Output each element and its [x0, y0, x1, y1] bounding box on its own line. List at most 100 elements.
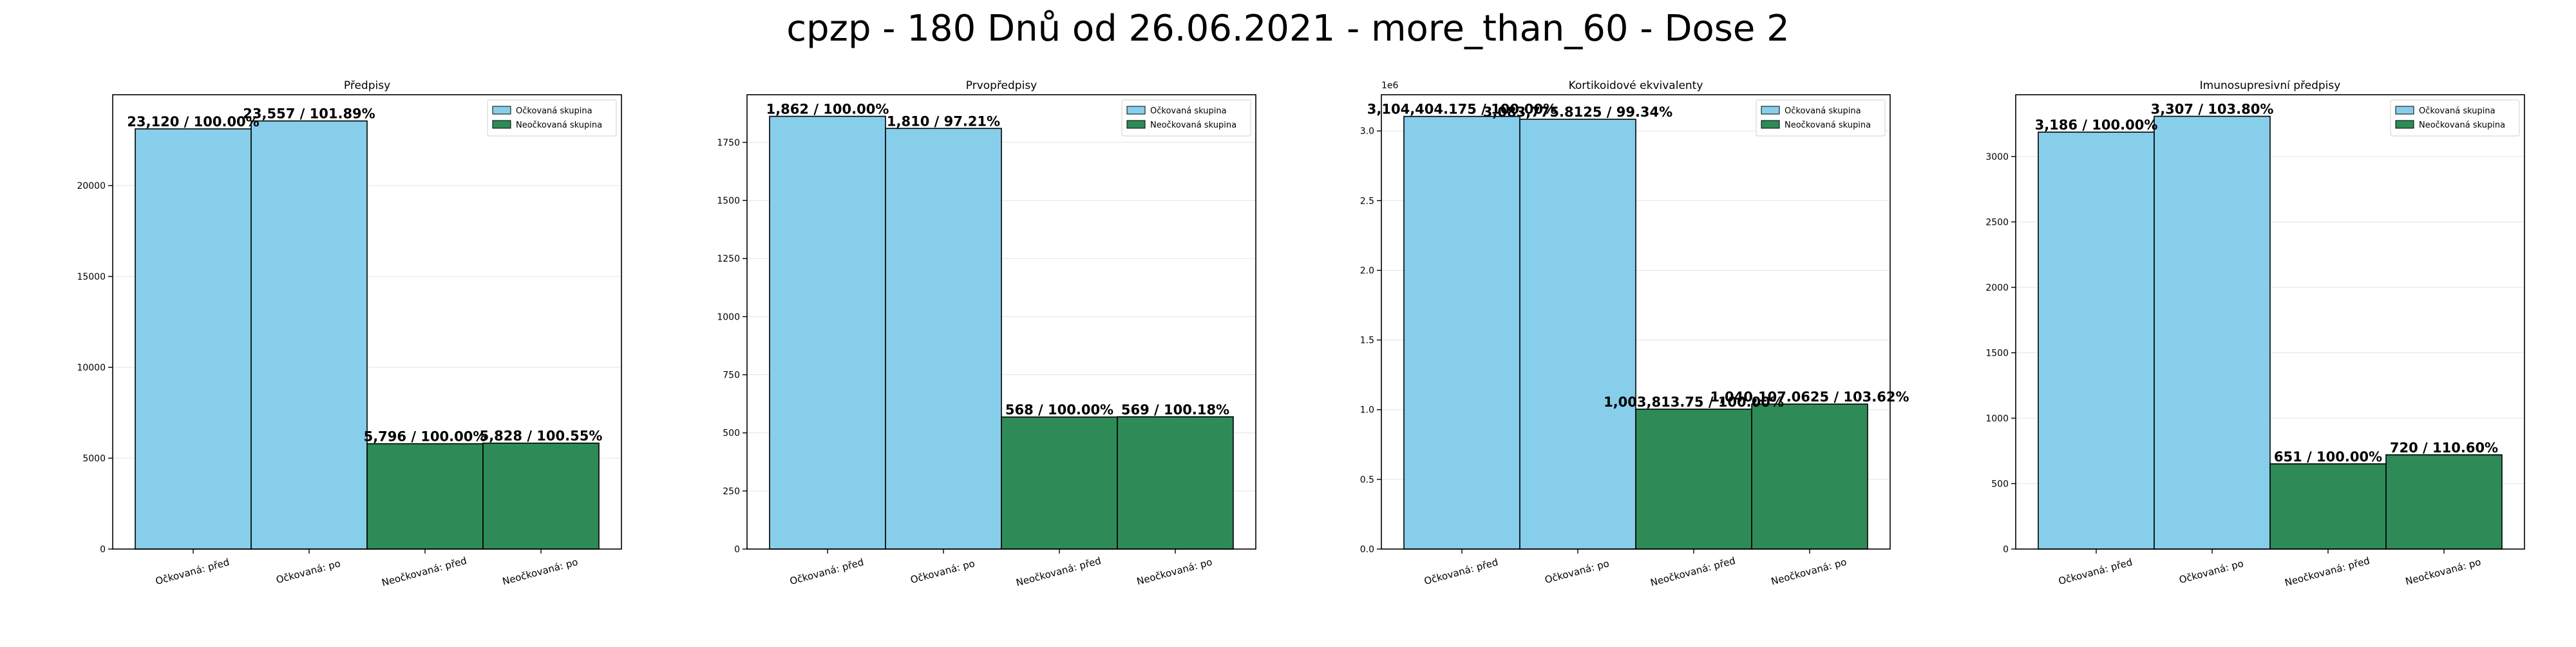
bar-value-label: 3,104,404.175 / 100.00% [1367, 102, 1557, 117]
bar-value-label: 5,828 / 100.55% [480, 429, 603, 444]
x-tick-label: Očkovaná: před [1423, 556, 1499, 587]
bar-value-label: 651 / 100.00% [2274, 449, 2382, 465]
x-tick-label: Neočkovaná: před [1015, 555, 1103, 589]
legend-box [2390, 99, 2520, 137]
legend-swatch-unvaccinated [1761, 120, 1780, 129]
x-tick-label: Očkovaná: po [275, 557, 342, 586]
bar-value-label: 1,003,813.75 / 100.00% [1604, 394, 1784, 410]
chart-svg: Prvopředpisy 1,862 / 100.00%1,810 / 97.21… [717, 79, 1256, 589]
y-tick-label: 750 [723, 371, 740, 381]
legend-box [1756, 99, 1886, 137]
legend: Očkovaná skupina Neočkovaná skupina [2390, 99, 2520, 137]
bar-value-label: 5,796 / 100.00% [364, 429, 487, 445]
bar-1 [135, 128, 252, 550]
bar-3 [1635, 409, 1752, 550]
y-tick-label: 0 [100, 545, 106, 555]
legend-swatch-unvaccinated [492, 120, 511, 129]
y-tick-label: 0 [2003, 545, 2009, 555]
y-tick-label: 3.0 [1360, 126, 1374, 137]
y-tick-label: 1500 [1985, 348, 2009, 358]
x-tick-label: Neočkovaná: před [1649, 555, 1737, 589]
x-tick-label: Neočkovaná: po [1770, 556, 1848, 588]
bar-4 [1117, 416, 1234, 550]
legend-label: Neočkovaná skupina [2419, 121, 2505, 130]
y-tick-label: 1500 [717, 196, 740, 206]
bar-value-label: 1,810 / 97.21% [887, 113, 1000, 129]
bar-1 [769, 115, 886, 550]
y-tick-label: 15000 [77, 272, 106, 282]
y-tick-label: 5000 [82, 454, 106, 464]
y-tick-label: 2.0 [1360, 266, 1374, 276]
x-tick-label: Neočkovaná: před [381, 555, 468, 589]
legend-box [1121, 99, 1251, 137]
bar-3 [2269, 463, 2387, 550]
figure-title: cpzp - 180 Dnů od 26.06.2021 - more_than… [786, 8, 1790, 50]
bar-1 [1403, 115, 1520, 550]
legend-label: Očkovaná skupina [1785, 106, 1861, 116]
y-tick-label: 1.0 [1360, 405, 1374, 416]
y-tick-label: 1250 [717, 254, 740, 264]
y-tick-label: 0.0 [1360, 545, 1374, 555]
legend-swatch-vaccinated [1761, 106, 1780, 115]
bar-value-label: 23,557 / 101.89% [243, 106, 375, 122]
y-offset-label: 1e6 [1381, 81, 1399, 91]
bar-2 [885, 128, 1002, 550]
bar-2 [251, 120, 368, 550]
x-tick-label: Očkovaná: před [2057, 556, 2134, 587]
y-tick-label: 3000 [1985, 152, 2009, 162]
axes-frame [746, 94, 1256, 550]
y-tick-label: 2.5 [1360, 196, 1374, 206]
legend-swatch-unvaccinated [1126, 120, 1146, 129]
chart-panel-imunosupresivni-predpisy: Imunosupresivní předpisy 3,186 / 100.00% 3… [1903, 0, 2547, 647]
bar-value-label: 3,186 / 100.00% [2035, 117, 2158, 133]
legend-label: Očkovaná skupina [1150, 106, 1227, 116]
y-tick-label: 500 [1991, 479, 2009, 489]
bar-value-label: 569 / 100.18% [1121, 402, 1229, 418]
chart-title: Prvopředpisy [966, 79, 1037, 92]
y-tick-label: 10000 [77, 363, 106, 373]
y-tick-label: 2500 [1985, 217, 2009, 227]
x-tick-label: Neočkovaná: před [2284, 555, 2371, 589]
bar-value-label: 568 / 100.00% [1005, 402, 1113, 418]
y-tick-label: 2000 [1985, 283, 2009, 293]
legend-box [487, 99, 617, 137]
chart-title: Předpisy [344, 79, 390, 92]
bar-4 [2385, 454, 2503, 550]
chart-panel-predpisy: Předpisy 23,120 / 100.00% 23,557 / 101.89%… [0, 0, 644, 647]
chart-svg: Předpisy 23,120 / 100.00%23,557 / 101.89%… [77, 79, 622, 589]
x-tick-label: Očkovaná: po [2178, 557, 2245, 586]
legend-label: Očkovaná skupina [2419, 106, 2496, 116]
legend-label: Neočkovaná skupina [1150, 121, 1236, 130]
y-tick-label: 1.5 [1360, 336, 1374, 346]
x-tick-label: Očkovaná: před [154, 556, 231, 587]
axes-frame [112, 94, 622, 550]
y-tick-label: 500 [723, 429, 740, 439]
bar-value-label: 3,307 / 103.80% [2151, 102, 2274, 117]
axes-frame [1381, 94, 1891, 550]
bar-value-label: 720 / 110.60% [2390, 440, 2498, 456]
x-tick-label: Očkovaná: po [909, 557, 976, 586]
bar-3 [366, 443, 484, 550]
bar-2 [1519, 119, 1636, 550]
y-tick-label: 250 [723, 487, 740, 497]
chart-panel-prvopredpisy: Prvopředpisy 1,862 / 100.00% 1,810 / 97.21… [634, 0, 1278, 647]
axes-frame [2015, 94, 2525, 550]
chart-title: Imunosupresivní předpisy [2200, 79, 2341, 92]
legend: Očkovaná skupina Neočkovaná skupina [487, 99, 617, 137]
bar-value-label: 1,040,107.0625 / 103.62% [1710, 389, 1909, 405]
y-tick-label: 0.5 [1360, 475, 1374, 485]
bar-value-label: 23,120 / 100.00% [127, 114, 259, 130]
legend-swatch-vaccinated [492, 106, 511, 115]
y-tick-label: 1750 [717, 138, 740, 148]
x-tick-label: Neočkovaná: po [2404, 556, 2482, 588]
bar-2 [2154, 115, 2271, 550]
bar-value-label: 1,862 / 100.00% [766, 102, 889, 117]
chart-svg: Kortikoidové ekvivalenty 3,104,404.175 / … [1360, 79, 1909, 589]
legend-swatch-unvaccinated [2395, 120, 2414, 129]
x-tick-label: Neočkovaná: po [1135, 556, 1213, 588]
x-tick-label: Očkovaná: před [788, 556, 865, 587]
legend-label: Neočkovaná skupina [1785, 121, 1871, 130]
legend: Očkovaná skupina Neočkovaná skupina [1756, 99, 1886, 137]
y-tick-label: 0 [734, 545, 740, 555]
